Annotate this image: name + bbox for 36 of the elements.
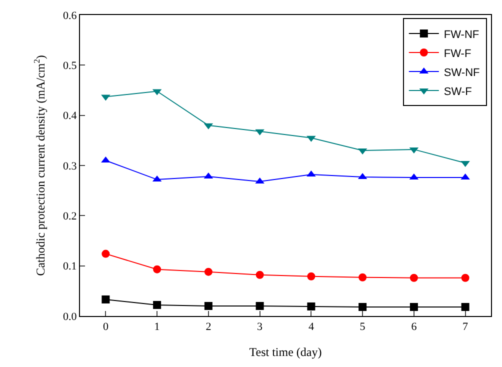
legend-label: FW-F: [444, 48, 472, 60]
point: [256, 270, 264, 279]
point: [410, 274, 418, 282]
x-tick-label: 0: [102, 321, 109, 334]
y-tick-label: 0.3: [63, 160, 78, 172]
y-tick-label: 0.0: [63, 310, 78, 323]
y-tick-label: 0.4: [63, 110, 78, 122]
x-tick-label: 7: [462, 321, 469, 334]
y-tick-label: 0.6: [63, 10, 78, 22]
point: [102, 250, 110, 258]
point: [461, 302, 470, 311]
point: [461, 274, 470, 282]
point: [102, 295, 110, 304]
point: [358, 302, 367, 311]
legend-label: SW-NF: [444, 66, 480, 79]
x-tick-label: 3: [257, 321, 264, 334]
legend-label: SW-F: [444, 86, 472, 98]
y-tick-label: 0.2: [63, 210, 77, 223]
x-tick-label: 2: [206, 321, 212, 334]
y-tick-label: 0.5: [63, 60, 78, 72]
point: [204, 302, 212, 310]
point: [358, 273, 367, 282]
x-axis-title: Test time (day): [249, 345, 322, 360]
x-tick-label: 4: [308, 321, 314, 334]
legend-label: FW-NF: [444, 28, 480, 41]
point: [307, 272, 316, 280]
point: [153, 265, 162, 274]
y-tick-label: 0.1: [63, 260, 77, 273]
point: [256, 302, 264, 310]
point: [410, 302, 418, 311]
x-tick-label: 1: [154, 321, 160, 334]
point: [307, 302, 316, 310]
x-tick-label: 5: [360, 321, 366, 334]
point: [204, 268, 212, 276]
point: [153, 300, 162, 309]
x-tick-label: 6: [411, 321, 418, 334]
